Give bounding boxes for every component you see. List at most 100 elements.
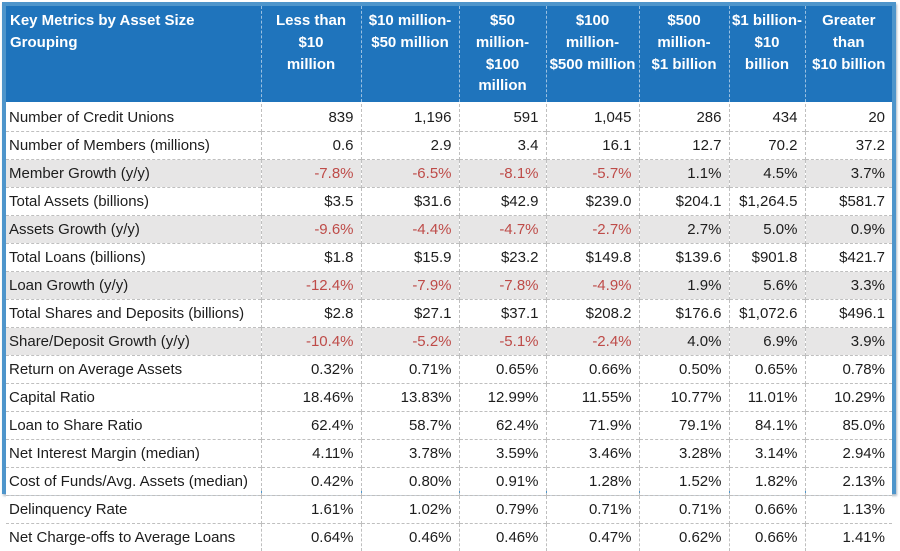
metric-label: Member Growth (y/y) <box>6 160 261 188</box>
column-header-line2: $10 billion <box>732 32 803 76</box>
metric-value: 0.71% <box>546 496 639 524</box>
metric-value: 0.64% <box>261 524 361 551</box>
metric-value: -4.4% <box>361 216 459 244</box>
metric-label: Share/Deposit Growth (y/y) <box>6 328 261 356</box>
metric-value: 0.80% <box>361 468 459 496</box>
metric-value: $31.6 <box>361 188 459 216</box>
metric-value: 13.83% <box>361 384 459 412</box>
metric-value: 12.99% <box>459 384 546 412</box>
metric-value: -5.7% <box>546 160 639 188</box>
metric-label: Number of Members (millions) <box>6 132 261 160</box>
column-header-line2: $1 billion <box>642 54 727 76</box>
column-header-line2: million <box>264 54 359 76</box>
metrics-table: Key Metrics by Asset Size Grouping Less … <box>6 6 892 551</box>
column-header-line1: Less than $10 <box>264 10 359 54</box>
metric-value: 286 <box>639 103 729 132</box>
column-header-line1: $100 million- <box>549 10 637 54</box>
table-row: Cost of Funds/Avg. Assets (median)0.42%0… <box>6 468 892 496</box>
metric-label: Total Shares and Deposits (billions) <box>6 300 261 328</box>
metric-value: $208.2 <box>546 300 639 328</box>
metric-value: 10.77% <box>639 384 729 412</box>
column-header-6: $1 billion-$10 billion <box>729 6 805 103</box>
metric-value: $15.9 <box>361 244 459 272</box>
metric-value: 2.7% <box>639 216 729 244</box>
column-header-line2: $50 million <box>364 32 457 54</box>
metric-value: $139.6 <box>639 244 729 272</box>
metric-value: 3.78% <box>361 440 459 468</box>
table-row: Assets Growth (y/y)-9.6%-4.4%-4.7%-2.7%2… <box>6 216 892 244</box>
metric-label: Assets Growth (y/y) <box>6 216 261 244</box>
metric-value: 71.9% <box>546 412 639 440</box>
metric-value: $901.8 <box>729 244 805 272</box>
metric-value: 0.47% <box>546 524 639 551</box>
metric-label: Total Assets (billions) <box>6 188 261 216</box>
metric-value: $581.7 <box>805 188 892 216</box>
metric-label: Loan to Share Ratio <box>6 412 261 440</box>
metric-value: 4.0% <box>639 328 729 356</box>
metric-value: -6.5% <box>361 160 459 188</box>
metric-value: 18.46% <box>261 384 361 412</box>
key-metrics-table: Key Metrics by Asset Size Grouping Less … <box>2 2 896 494</box>
table-row: Member Growth (y/y)-7.8%-6.5%-8.1%-5.7%1… <box>6 160 892 188</box>
metric-value: 0.50% <box>639 356 729 384</box>
metric-value: 0.79% <box>459 496 546 524</box>
metric-value: -4.7% <box>459 216 546 244</box>
metric-label: Cost of Funds/Avg. Assets (median) <box>6 468 261 496</box>
metric-value: 16.1 <box>546 132 639 160</box>
metric-value: $1,264.5 <box>729 188 805 216</box>
table-title: Key Metrics by Asset Size Grouping <box>6 6 261 103</box>
metric-value: $176.6 <box>639 300 729 328</box>
metric-value: $2.8 <box>261 300 361 328</box>
metric-value: 0.71% <box>361 356 459 384</box>
column-header-5: $500 million-$1 billion <box>639 6 729 103</box>
table-row: Net Interest Margin (median)4.11%3.78%3.… <box>6 440 892 468</box>
metric-value: $27.1 <box>361 300 459 328</box>
metric-value: 2.94% <box>805 440 892 468</box>
column-header-line1: $10 million- <box>364 10 457 32</box>
metric-value: 0.78% <box>805 356 892 384</box>
metric-value: $149.8 <box>546 244 639 272</box>
table-row: Total Shares and Deposits (billions)$2.8… <box>6 300 892 328</box>
metric-value: 10.29% <box>805 384 892 412</box>
metric-value: 1.1% <box>639 160 729 188</box>
metric-value: $42.9 <box>459 188 546 216</box>
metric-value: 84.1% <box>729 412 805 440</box>
metric-label: Net Interest Margin (median) <box>6 440 261 468</box>
metric-value: -2.4% <box>546 328 639 356</box>
metric-value: -8.1% <box>459 160 546 188</box>
metric-value: 62.4% <box>459 412 546 440</box>
metric-value: 5.6% <box>729 272 805 300</box>
metric-value: -5.1% <box>459 328 546 356</box>
metric-value: $1.8 <box>261 244 361 272</box>
metric-value: 3.46% <box>546 440 639 468</box>
metric-value: 3.9% <box>805 328 892 356</box>
metric-value: -4.9% <box>546 272 639 300</box>
column-header-line1: $1 billion- <box>732 10 803 32</box>
column-header-line1: $50 million- <box>462 10 544 54</box>
metric-value: -7.8% <box>459 272 546 300</box>
metric-value: -7.8% <box>261 160 361 188</box>
metric-label: Number of Credit Unions <box>6 103 261 132</box>
metric-value: 3.4 <box>459 132 546 160</box>
metric-value: 1.82% <box>729 468 805 496</box>
metric-value: 0.62% <box>639 524 729 551</box>
metric-value: 2.9 <box>361 132 459 160</box>
header-row: Key Metrics by Asset Size Grouping Less … <box>6 6 892 103</box>
metric-value: $3.5 <box>261 188 361 216</box>
metric-value: 12.7 <box>639 132 729 160</box>
metric-value: 3.59% <box>459 440 546 468</box>
metric-value: -10.4% <box>261 328 361 356</box>
metric-value: 70.2 <box>729 132 805 160</box>
metric-value: 1.28% <box>546 468 639 496</box>
metric-value: 434 <box>729 103 805 132</box>
metric-value: 4.5% <box>729 160 805 188</box>
metric-value: $421.7 <box>805 244 892 272</box>
metric-value: 0.6 <box>261 132 361 160</box>
metric-value: 1.13% <box>805 496 892 524</box>
